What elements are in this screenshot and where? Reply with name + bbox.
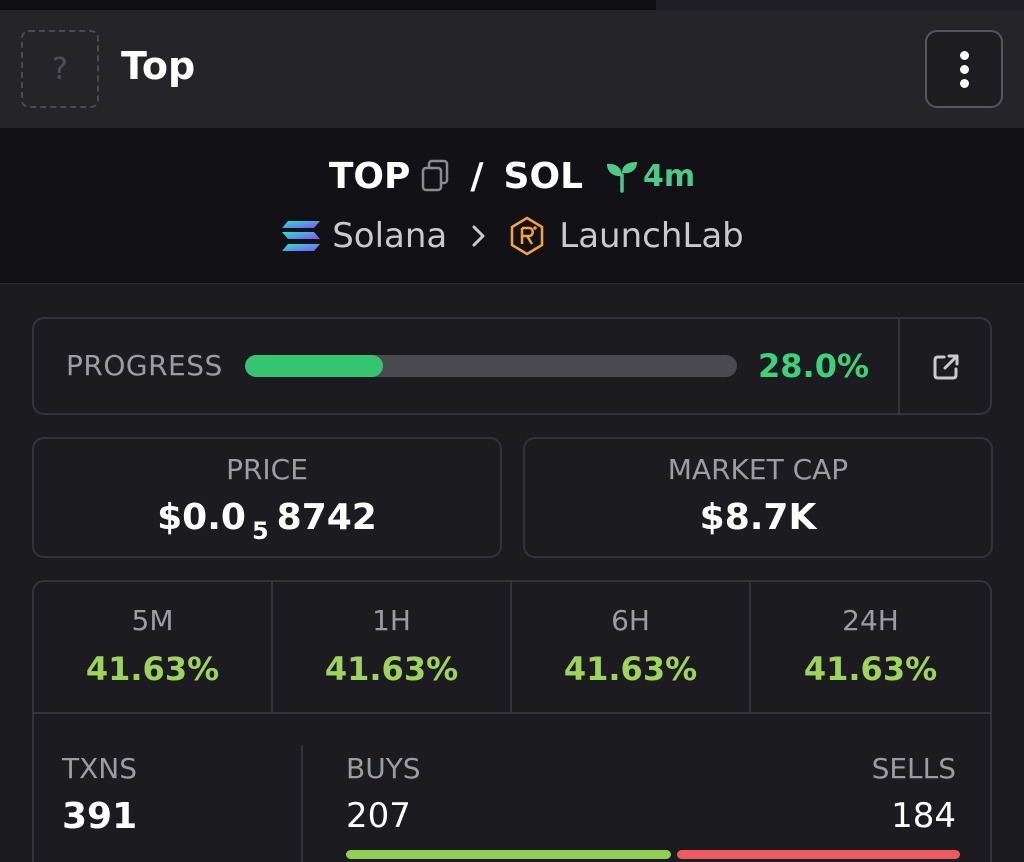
progress-bar [245,355,737,377]
sells-label: SELLS [871,752,956,785]
more-menu-button[interactable] [925,30,1003,108]
buys-value: 207 [346,796,411,836]
price-card: PRICE $0.0 5 8742 [32,437,502,558]
pair-age: 4m [643,158,696,194]
chevron-right-icon [472,225,485,247]
perf-label: 6H [611,604,650,637]
page-title: Top [121,44,196,88]
market-cap-card: MARKET CAP $8.7K [523,437,993,558]
progress-value: 28.0% [758,347,870,385]
quote-symbol: SOL [503,155,584,197]
solana-logo-icon [282,221,321,251]
perf-divider [34,712,990,714]
progress-divider [898,319,900,413]
market-cap-label: MARKET CAP [667,453,849,486]
perf-value: 41.63% [324,650,459,688]
perf-tab-5m[interactable]: 5M 41.63% [34,582,273,713]
chain-name[interactable]: Solana [332,216,448,256]
top-strip-segment [656,0,1024,10]
progress-label: PROGRESS [66,349,223,382]
price-value: $0.0 5 8742 [34,497,500,545]
dex-name[interactable]: LaunchLab [559,216,744,256]
pair-info: TOP / SOL 4m Solana [0,128,1024,284]
kebab-menu-icon-dot [959,64,969,74]
perf-label: 24H [842,604,899,637]
txns-value: 391 [62,796,138,837]
perf-tab-24h[interactable]: 24H 41.63% [751,582,990,713]
buy-sell-ratio-bar [346,850,960,859]
kebab-menu-icon-dot [959,78,969,88]
perf-label: 5M [131,604,174,637]
perf-value: 41.63% [803,650,938,688]
launchlab-logo-icon [511,216,544,256]
pair-separator: / [470,155,484,197]
performance-card: 5M 41.63% 1H 41.63% 6H 41.63% 24H 41.63%… [32,580,992,862]
header: ? Top [0,10,1024,128]
buys-ratio-segment [346,850,671,859]
kebab-menu-icon [959,50,969,60]
perf-tab-6h[interactable]: 6H 41.63% [512,582,751,713]
sells-value: 184 [891,796,956,836]
sells-ratio-segment [676,850,960,859]
perf-tab-1h[interactable]: 1H 41.63% [273,582,512,713]
progress-bar-fill [245,355,383,377]
external-link-icon[interactable] [930,351,962,383]
txns-label: TXNS [62,752,138,785]
copy-icon[interactable] [420,159,450,193]
perf-value: 41.63% [563,650,698,688]
token-avatar-placeholder: ? [21,30,99,108]
chain-breadcrumb: Solana LaunchLab [0,212,1024,260]
sprout-icon [607,162,638,193]
price-zero-count: 5 [251,517,269,545]
bonding-progress-card: PROGRESS 28.0% [32,317,992,415]
perf-label: 1H [372,604,411,637]
txns-divider [301,745,303,862]
market-cap-value: $8.7K [699,497,817,538]
price-label: PRICE [226,453,308,486]
perf-value: 41.63% [85,650,220,688]
top-strip [0,0,1024,10]
pair-line: TOP / SOL 4m [0,152,1024,200]
base-symbol: TOP [328,155,411,197]
buys-label: BUYS [346,752,421,785]
price-prefix: $0.0 [157,497,246,538]
price-digits: 8742 [276,497,377,538]
